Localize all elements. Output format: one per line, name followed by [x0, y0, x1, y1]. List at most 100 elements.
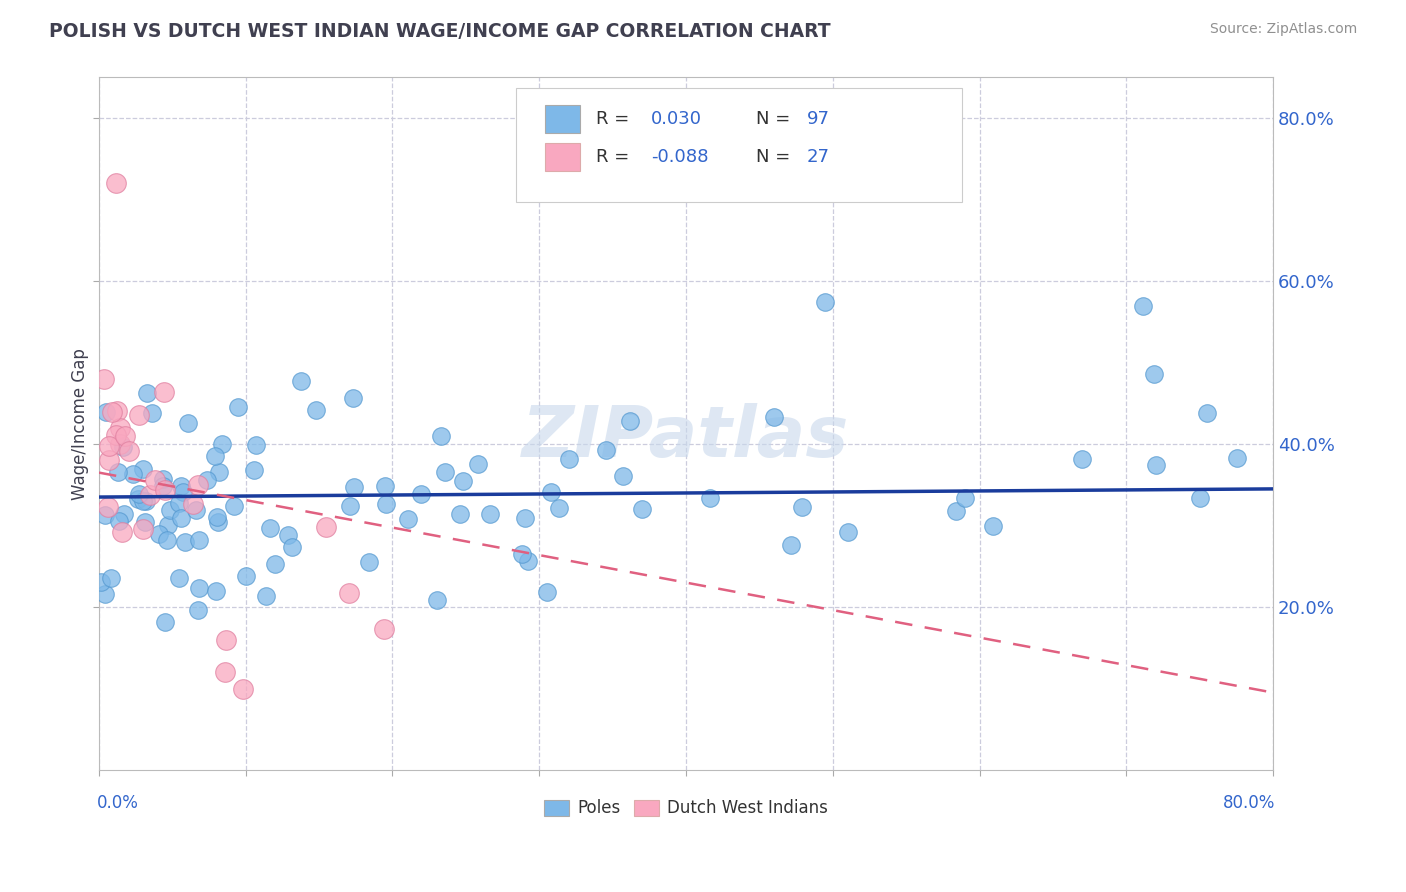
- Point: [343, 480, 366, 494]
- Point: [222, 499, 245, 513]
- Point: [1132, 299, 1154, 313]
- Point: [214, 665, 236, 680]
- Point: [184, 503, 207, 517]
- Point: [135, 493, 157, 508]
- Point: [174, 535, 197, 549]
- Point: [152, 472, 174, 486]
- Point: [779, 538, 801, 552]
- Point: [619, 414, 641, 428]
- Point: [342, 391, 364, 405]
- Text: POLISH VS DUTCH WEST INDIAN WAGE/INCOME GAP CORRELATION CHART: POLISH VS DUTCH WEST INDIAN WAGE/INCOME …: [49, 22, 831, 41]
- Point: [612, 468, 634, 483]
- Point: [94, 404, 117, 418]
- Point: [1143, 368, 1166, 382]
- Point: [357, 555, 380, 569]
- Point: [121, 467, 143, 482]
- Point: [108, 515, 131, 529]
- Point: [1226, 450, 1249, 465]
- Point: [337, 586, 360, 600]
- Point: [558, 452, 581, 467]
- Point: [232, 681, 254, 696]
- Point: [93, 372, 115, 386]
- Point: [396, 512, 419, 526]
- Point: [187, 603, 209, 617]
- Point: [97, 500, 120, 514]
- Point: [242, 463, 264, 477]
- Point: [516, 554, 538, 568]
- Point: [479, 508, 502, 522]
- Text: R =: R =: [596, 148, 628, 166]
- Point: [153, 483, 176, 497]
- Point: [98, 453, 121, 467]
- Point: [540, 485, 562, 500]
- Point: [434, 465, 457, 479]
- Text: Source: ZipAtlas.com: Source: ZipAtlas.com: [1209, 22, 1357, 37]
- Point: [98, 440, 121, 454]
- Point: [595, 443, 617, 458]
- Point: [254, 589, 277, 603]
- Point: [510, 547, 533, 561]
- Point: [156, 518, 179, 533]
- Point: [837, 524, 859, 539]
- Point: [1195, 406, 1218, 420]
- Point: [152, 479, 174, 493]
- Point: [955, 491, 977, 506]
- Point: [264, 557, 287, 571]
- Point: [132, 494, 155, 508]
- FancyBboxPatch shape: [516, 87, 962, 202]
- Point: [814, 294, 837, 309]
- Text: R =: R =: [596, 110, 628, 128]
- Point: [132, 462, 155, 476]
- Point: [134, 516, 156, 530]
- Point: [451, 474, 474, 488]
- Point: [94, 587, 117, 601]
- Point: [105, 177, 128, 191]
- Point: [111, 440, 134, 454]
- Point: [373, 622, 395, 636]
- Point: [167, 496, 190, 510]
- Point: [195, 473, 218, 487]
- FancyBboxPatch shape: [546, 105, 581, 133]
- Point: [374, 479, 396, 493]
- Point: [128, 408, 150, 422]
- Point: [205, 583, 228, 598]
- Point: [107, 465, 129, 479]
- Point: [127, 492, 149, 507]
- Point: [1189, 491, 1212, 505]
- Point: [141, 406, 163, 420]
- Point: [181, 497, 204, 511]
- Point: [90, 574, 112, 589]
- Point: [790, 500, 813, 514]
- Point: [170, 479, 193, 493]
- Point: [170, 511, 193, 525]
- Point: [132, 522, 155, 536]
- Point: [153, 384, 176, 399]
- Text: 97: 97: [807, 110, 830, 128]
- Point: [513, 511, 536, 525]
- Point: [110, 421, 132, 435]
- Point: [290, 374, 312, 388]
- Point: [177, 416, 200, 430]
- Point: [548, 501, 571, 516]
- Point: [235, 569, 257, 583]
- Text: -0.088: -0.088: [651, 148, 709, 166]
- Point: [281, 540, 304, 554]
- Point: [128, 487, 150, 501]
- Point: [148, 526, 170, 541]
- Point: [153, 615, 176, 629]
- Text: 27: 27: [807, 148, 830, 166]
- Text: ZIPatlas: ZIPatlas: [522, 403, 849, 472]
- Point: [172, 485, 194, 500]
- Point: [156, 533, 179, 547]
- Point: [105, 428, 128, 442]
- Point: [207, 516, 229, 530]
- Point: [94, 508, 117, 522]
- Point: [118, 443, 141, 458]
- Legend: Poles, Dutch West Indians: Poles, Dutch West Indians: [537, 793, 835, 824]
- FancyBboxPatch shape: [546, 144, 581, 171]
- Point: [215, 632, 238, 647]
- Point: [226, 400, 249, 414]
- Point: [136, 386, 159, 401]
- Point: [111, 524, 134, 539]
- Point: [449, 507, 471, 521]
